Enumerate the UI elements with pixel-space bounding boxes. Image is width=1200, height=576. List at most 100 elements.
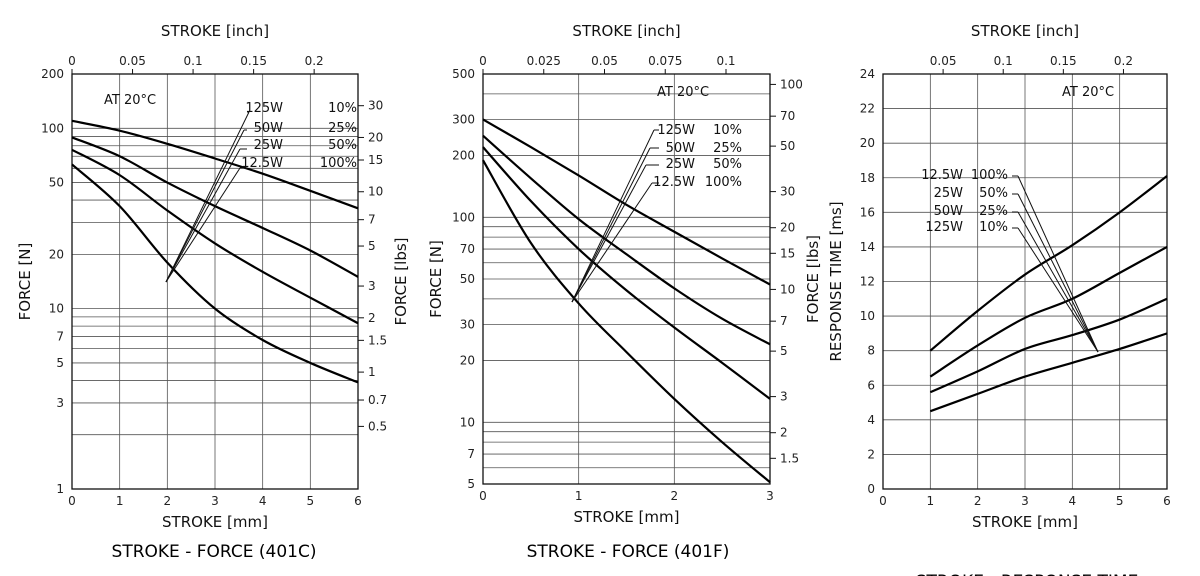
legend-duty-label: 25% [713, 141, 742, 156]
legend-duty-label: 10% [979, 220, 1008, 235]
x-tick-label: 0 [479, 489, 487, 503]
y-tick-label: 22 [860, 102, 875, 116]
y-tick-label: 1 [56, 482, 64, 496]
x-axis-title: STROKE [mm] [162, 513, 268, 531]
y-axis-title: FORCE [N] [427, 240, 445, 318]
y2-tick-label: 5 [368, 239, 376, 253]
x2-tick-label: 0.05 [591, 54, 618, 68]
y-tick-label: 20 [460, 354, 475, 368]
x-tick-label: 6 [354, 494, 362, 508]
legend-power-label: 12.5W [241, 156, 283, 171]
x2-tick-label: 0 [68, 54, 76, 68]
x-tick-label: 0 [68, 494, 76, 508]
y-tick-label: 20 [49, 247, 64, 261]
temperature-annotation: AT 20°C [1062, 85, 1114, 100]
chart-caption: STROKE - FORCE (401C) [112, 542, 317, 562]
legend-leader [165, 111, 250, 283]
x2-axis-title: STROKE [inch] [572, 22, 680, 40]
chart-caption: STROKE - FORCE (401F) [527, 542, 730, 562]
y-tick-label: 7 [467, 447, 475, 461]
x2-axis-title: STROKE [inch] [971, 22, 1079, 40]
x2-tick-label: 0 [479, 54, 487, 68]
y-tick-label: 5 [56, 356, 64, 370]
y2-tick-label: 20 [780, 221, 795, 235]
series-line [482, 146, 771, 400]
legend-leader [165, 167, 241, 283]
y-axis-title: RESPONSE TIME [ms] [827, 201, 845, 361]
x2-tick-label: 0.05 [119, 54, 146, 68]
legend-leader [571, 182, 653, 303]
y-tick-label: 18 [860, 171, 875, 185]
y2-tick-label: 3 [780, 390, 788, 404]
series-line [929, 332, 1168, 413]
y-tick-label: 50 [460, 272, 475, 286]
plot-frame [482, 73, 771, 485]
y2-tick-label: 5 [780, 344, 788, 358]
y2-tick-label: 20 [368, 130, 383, 144]
y2-tick-label: 0.7 [368, 393, 387, 407]
series-line [71, 163, 359, 384]
legend-leader [571, 164, 647, 303]
x-tick-label: 6 [1163, 494, 1171, 508]
y2-tick-label: 30 [368, 99, 383, 113]
y-tick-label: 50 [49, 176, 64, 190]
y-tick-label: 500 [452, 67, 475, 81]
x-tick-label: 3 [1021, 494, 1029, 508]
x-tick-label: 1 [927, 494, 935, 508]
x2-tick-label: 0.2 [305, 54, 324, 68]
temperature-annotation: AT 20°C [104, 93, 156, 108]
chart-1: 0 1 2 3 4 5 60 0.05 0.1 0.15 0.213571020501002000.… [16, 22, 410, 562]
y2-tick-label: 15 [780, 246, 795, 260]
y-tick-label: 100 [41, 121, 64, 135]
x-tick-label: 1 [116, 494, 124, 508]
plot-frame [882, 73, 1168, 490]
y-tick-label: 7 [56, 330, 64, 344]
x-tick-label: 5 [307, 494, 315, 508]
x2-tick-label: 0.1 [716, 54, 735, 68]
series-line [929, 297, 1168, 394]
legend-duty-label: 25% [979, 204, 1008, 219]
legend-leader [165, 129, 245, 283]
x2-tick-label: 0.05 [930, 54, 957, 68]
legend-power-label: 50W [254, 121, 284, 136]
y-tick-label: 70 [460, 242, 475, 256]
legend-leader [165, 148, 241, 283]
series-line [482, 159, 771, 484]
x2-axis-title: STROKE [inch] [161, 22, 269, 40]
y2-tick-label: 2 [780, 426, 788, 440]
legend-duty-label: 25% [328, 121, 357, 136]
y2-tick-label: 10 [368, 185, 383, 199]
y2-tick-label: 1 [368, 365, 376, 379]
y-tick-label: 2 [867, 447, 875, 461]
legend-power-label: 125W [245, 101, 283, 116]
series-line [929, 245, 1168, 378]
legend-power-label: 125W [925, 220, 963, 235]
legend-duty-label: 100% [971, 168, 1008, 183]
y2-tick-label: 2 [368, 311, 376, 325]
legend-duty-label: 10% [328, 101, 357, 116]
chart-2: 0 1 2 30 0.025 0.05 0.075 0.1571020305070100200… [427, 22, 822, 562]
legend-power-label: 25W [934, 186, 964, 201]
x-tick-label: 4 [259, 494, 267, 508]
legend-leader [1017, 227, 1099, 353]
y-tick-label: 200 [452, 149, 475, 163]
temperature-annotation: AT 20°C [657, 85, 709, 100]
y-axis-title: FORCE [N] [16, 243, 34, 321]
series-line [71, 148, 359, 325]
x-tick-label: 5 [1116, 494, 1124, 508]
x-tick-label: 3 [211, 494, 219, 508]
x-tick-label: 3 [766, 489, 774, 503]
y2-tick-label: 1.5 [368, 333, 387, 347]
y-tick-label: 12 [860, 275, 875, 289]
y2-tick-label: 30 [780, 185, 795, 199]
y2-tick-label: 7 [368, 213, 376, 227]
legend-duty-label: 50% [328, 138, 357, 153]
y-tick-label: 10 [49, 302, 64, 316]
y-tick-label: 10 [860, 309, 875, 323]
x-axis-title: STROKE [mm] [972, 513, 1078, 531]
y-tick-label: 0 [867, 482, 875, 496]
legend-power-label: 125W [657, 123, 695, 138]
x2-tick-label: 0.2 [1114, 54, 1133, 68]
x2-tick-label: 0.1 [184, 54, 203, 68]
